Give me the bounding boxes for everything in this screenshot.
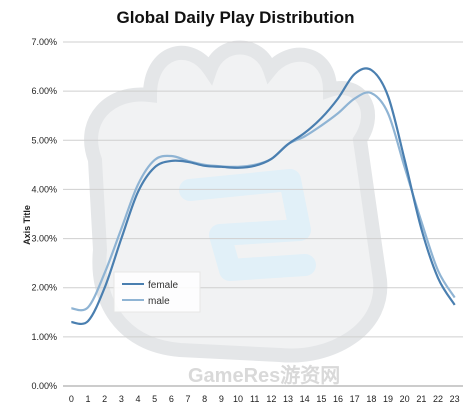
x-tick-label: 4 [135, 394, 140, 404]
x-tick-label: 12 [266, 394, 276, 404]
x-tick-label: 23 [450, 394, 460, 404]
series-line-female [71, 67, 456, 326]
chart-title: Global Daily Play Distribution [116, 8, 355, 27]
x-tick-label: 10 [233, 394, 243, 404]
x-tick-label: 7 [185, 394, 190, 404]
x-tick-label: 19 [383, 394, 393, 404]
x-tick-label: 20 [400, 394, 410, 404]
y-tick-label: 0.00% [31, 381, 57, 391]
x-tick-label: 9 [219, 394, 224, 404]
x-tick-label: 15 [316, 394, 326, 404]
x-tick-label: 1 [85, 394, 90, 404]
x-tick-label: 0 [69, 394, 74, 404]
x-tick-label: 6 [169, 394, 174, 404]
x-tick-label: 5 [152, 394, 157, 404]
legend-label-female: female [148, 280, 178, 291]
legend-label-male: male [148, 296, 170, 307]
x-tick-label: 13 [283, 394, 293, 404]
y-tick-label: 5.00% [31, 135, 57, 145]
y-tick-label: 3.00% [31, 234, 57, 244]
x-tick-label: 21 [416, 394, 426, 404]
y-tick-label: 2.00% [31, 283, 57, 293]
x-tick-label: 8 [202, 394, 207, 404]
y-tick-label: 4.00% [31, 184, 57, 194]
x-tick-label: 16 [333, 394, 343, 404]
y-axis-label: Axis Title [22, 205, 32, 245]
x-tick-label: 14 [300, 394, 310, 404]
watermark-inner-shape [179, 169, 316, 281]
x-tick-label: 18 [366, 394, 376, 404]
x-tick-label: 2 [102, 394, 107, 404]
x-tick-label: 3 [119, 394, 124, 404]
x-tick-label: 22 [433, 394, 443, 404]
y-tick-label: 6.00% [31, 86, 57, 96]
y-tick-label: 1.00% [31, 332, 57, 342]
y-tick-label: 7.00% [31, 37, 57, 47]
watermark-text: GameRes游资网 [188, 363, 340, 387]
legend: female male [113, 271, 201, 313]
x-tick-label: 17 [350, 394, 360, 404]
x-tick-label: 11 [250, 394, 259, 404]
